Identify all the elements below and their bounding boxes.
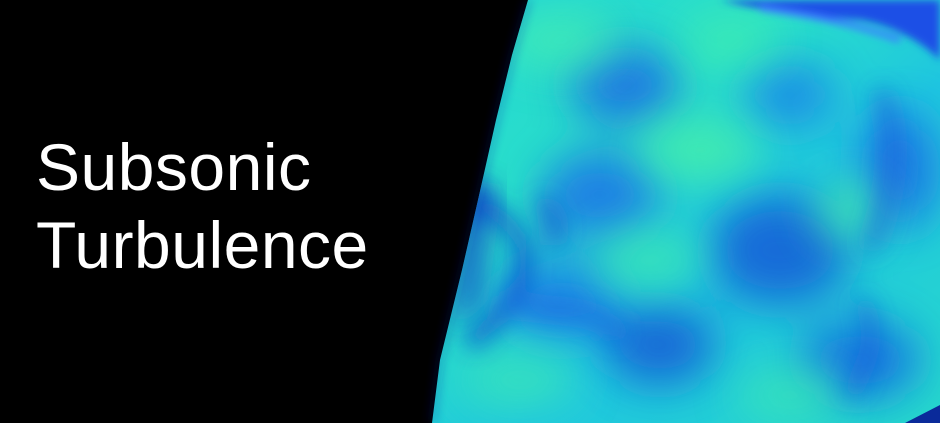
title-line-1: Subsonic — [36, 130, 312, 204]
slide-title: Subsonic Turbulence — [36, 128, 369, 284]
title-line-2: Turbulence — [36, 208, 369, 282]
